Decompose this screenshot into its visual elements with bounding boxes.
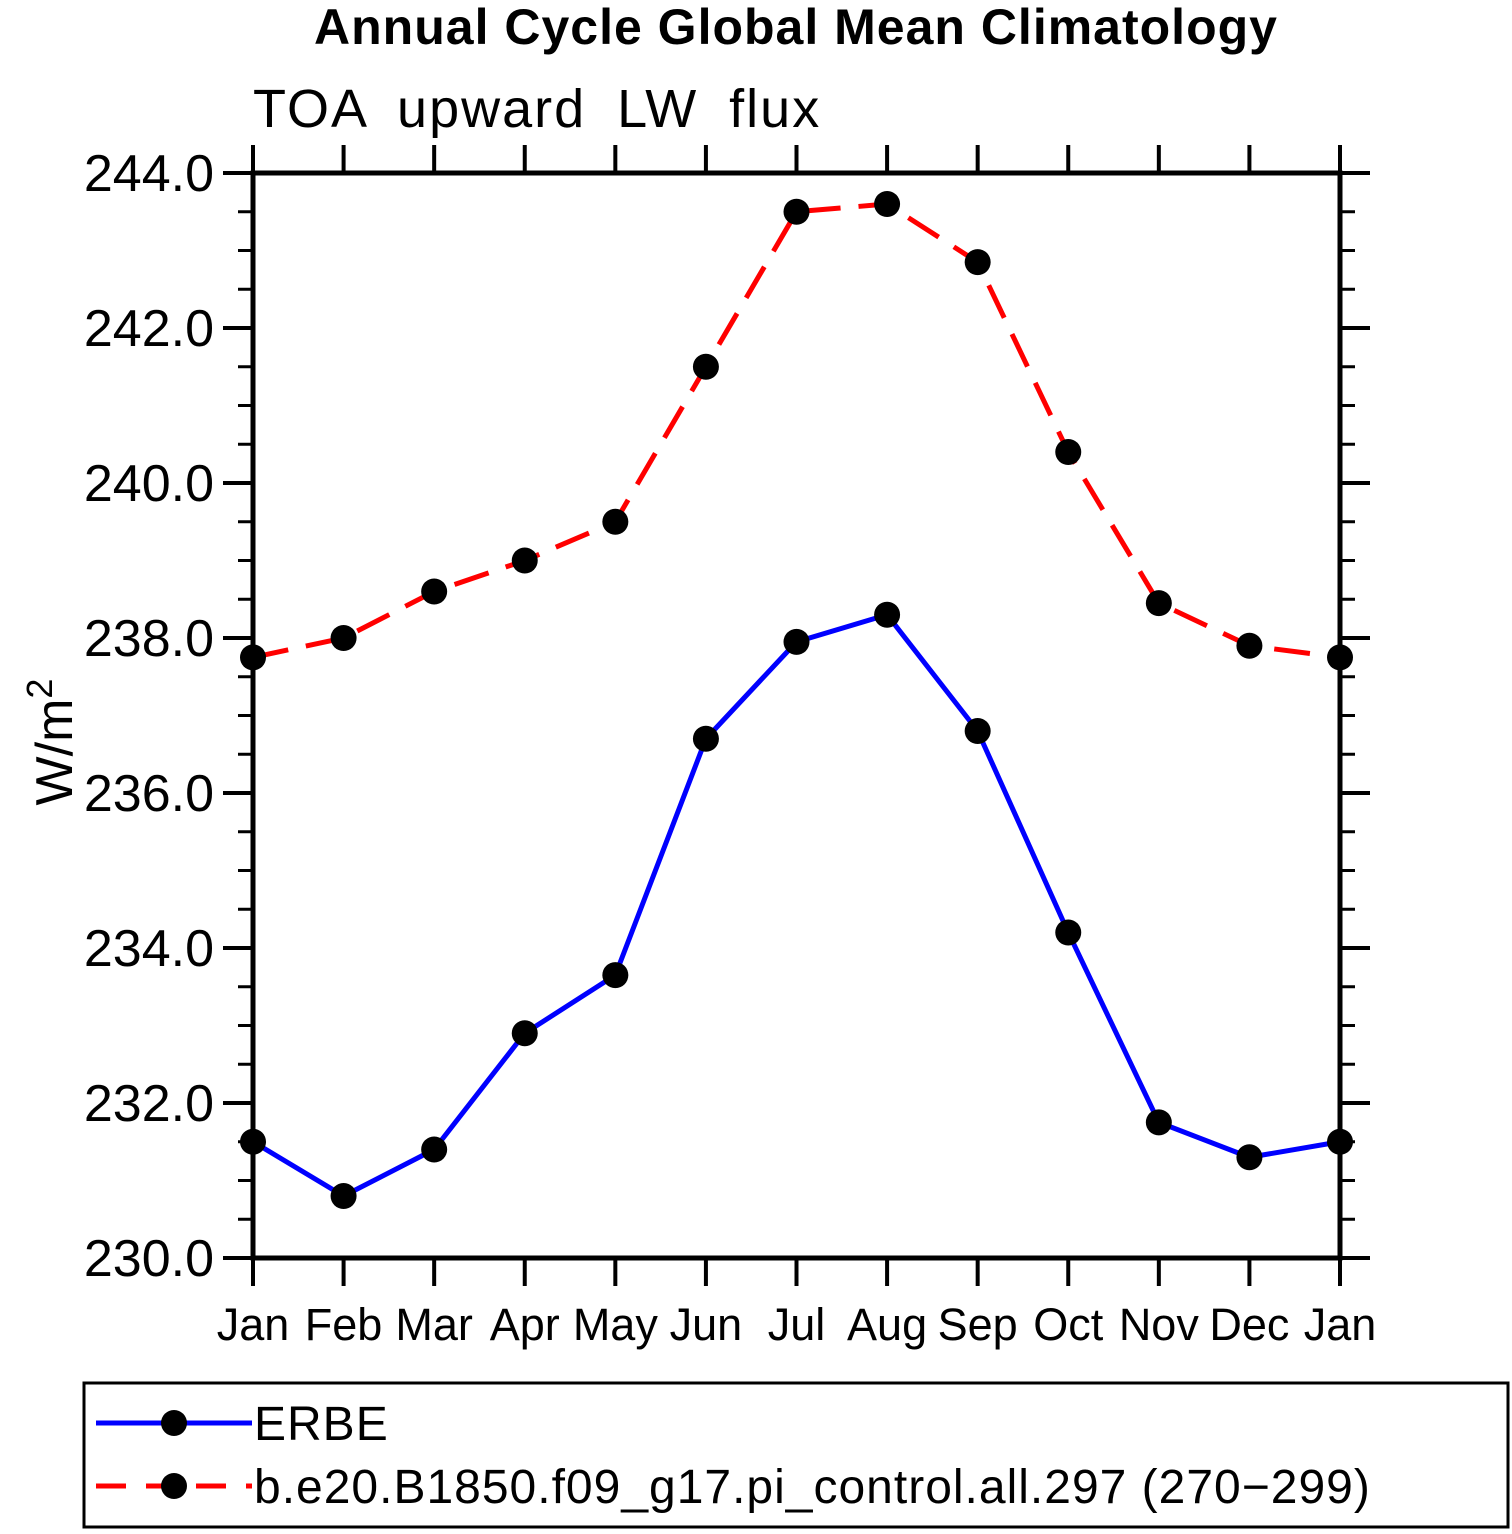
x-tick-label: Aug (847, 1299, 927, 1350)
x-tick-label: Feb (305, 1299, 383, 1350)
y-tick-label: 240.0 (84, 455, 214, 513)
legend-box (82, 1381, 1510, 1529)
series-marker-0 (1236, 1144, 1263, 1171)
series-marker-0 (1327, 1128, 1353, 1155)
series-marker-0 (1145, 1109, 1172, 1136)
chart-title: Annual Cycle Global Mean Climatology (314, 0, 1278, 55)
axes: Jan Feb Mar Apr May Jun Jul Aug Sep Oct Nov Dec Jan2… (84, 145, 1376, 1350)
x-tick-label: Jul (768, 1299, 826, 1350)
y-axis-label: W/m2 (19, 679, 84, 806)
series-marker-1 (783, 198, 810, 225)
series-marker-1 (874, 191, 901, 217)
series-marker-0 (421, 1136, 448, 1163)
series-marker-0 (964, 718, 991, 744)
series-marker-1 (330, 625, 357, 651)
x-tick-label: Jun (670, 1299, 743, 1350)
legend-label-0: ERBE (254, 1398, 389, 1451)
y-tick-label: 236.0 (84, 765, 214, 823)
y-tick-label: 242.0 (84, 300, 214, 358)
series-marker-0 (692, 725, 719, 752)
x-tick-label: Dec (1209, 1299, 1289, 1350)
plot-frame (250, 170, 1343, 1261)
legend-label-1: b.e20.B1850.f09_g17.pi_control.all.297 (… (254, 1461, 1371, 1514)
series-marker-1 (1055, 439, 1082, 465)
y-axis-label-base: W/m (26, 699, 84, 806)
x-tick-label: Mar (395, 1299, 473, 1350)
series-marker-0 (240, 1128, 266, 1155)
series-marker-1 (602, 508, 629, 535)
series-marker-0 (511, 1020, 538, 1047)
series-marker-1 (1327, 644, 1353, 671)
x-tick-label: Jan (217, 1299, 290, 1350)
series-line-0 (251, 611, 1341, 1199)
series-marker-1 (1145, 590, 1172, 617)
legend-sample-marker-1 (161, 1473, 187, 1499)
x-tick-label: Apr (490, 1299, 560, 1350)
series-marker-0 (1055, 919, 1082, 946)
series-marker-0 (330, 1183, 357, 1209)
x-tick-label: Nov (1119, 1299, 1200, 1350)
series-marker-1 (1236, 632, 1263, 659)
legend: ERBE b.e20.B1850.f09_g17.pi_control.all.2… (82, 1381, 1510, 1529)
series-marker-1 (511, 547, 538, 574)
y-axis-label-exponent: 2 (19, 679, 60, 699)
y-tick-label: 234.0 (84, 920, 214, 978)
x-tick-label: May (573, 1299, 659, 1350)
series-marker-0 (874, 601, 901, 628)
series-line-1 (252, 201, 1341, 660)
chart-subtitle: TOA upward LW flux (253, 79, 821, 139)
y-tick-label: 244.0 (84, 145, 214, 203)
x-tick-label: Oct (1033, 1299, 1104, 1350)
series-marker-1 (964, 249, 991, 276)
series-marker-1 (692, 353, 719, 380)
series-marker-0 (783, 628, 810, 655)
y-tick-label: 232.0 (84, 1075, 214, 1133)
y-tick-label: 238.0 (84, 610, 214, 668)
legend-sample-marker-0 (161, 1410, 187, 1436)
series-marker-0 (602, 962, 629, 989)
y-tick-label: 230.0 (84, 1230, 214, 1288)
series-marker-1 (240, 644, 266, 671)
x-tick-label: Sep (938, 1299, 1018, 1350)
series-marker-1 (421, 578, 448, 605)
x-tick-label: Jan (1304, 1299, 1377, 1350)
data-series (240, 191, 1353, 1209)
